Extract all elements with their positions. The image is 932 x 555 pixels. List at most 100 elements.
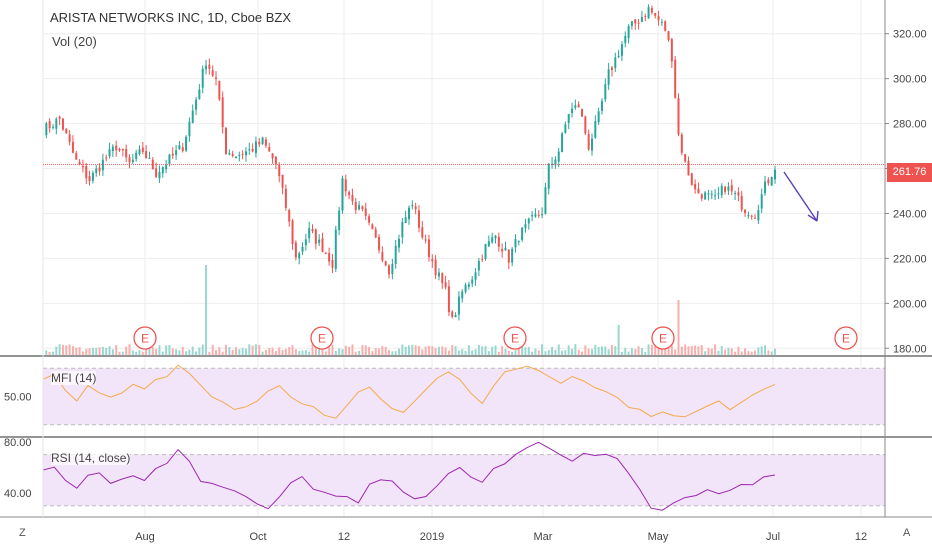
volume-bar [75, 347, 78, 355]
volume-bar [431, 346, 434, 355]
candle-body [574, 105, 577, 108]
volume-bar [198, 347, 201, 355]
auto-scale-button[interactable]: A [903, 527, 911, 539]
volume-bar [388, 349, 391, 355]
earnings-marker [310, 326, 334, 350]
volume-bar [511, 351, 514, 355]
volume-bar [744, 348, 747, 355]
candle-body [264, 139, 267, 146]
mfi-indicator-label: MFI (14) [51, 371, 97, 385]
candle-body [561, 133, 564, 152]
candle-body [457, 296, 460, 315]
candle-body [131, 159, 134, 163]
volume-bar [630, 348, 633, 355]
candle-body [740, 195, 743, 210]
volume-bar [647, 344, 650, 355]
candle-body [477, 261, 480, 271]
volume-bar [185, 351, 188, 355]
candle-body [484, 244, 487, 259]
candle-body [78, 161, 81, 165]
candle-body [567, 114, 570, 123]
candle-body [537, 214, 540, 216]
candle-body [650, 8, 653, 13]
candle-body [191, 110, 194, 123]
volume-bar [451, 344, 454, 355]
volume-bar [155, 348, 158, 355]
candle-body [610, 67, 613, 71]
volume-bar [308, 351, 311, 355]
candle-body [121, 149, 124, 151]
price-tick-label: 240.00 [893, 208, 927, 220]
candle-body [491, 237, 494, 243]
volume-bar [667, 346, 670, 355]
earnings-marker-label: E [318, 332, 326, 346]
volume-bar [707, 347, 710, 355]
volume-bar [604, 346, 607, 355]
candle-body [161, 167, 164, 174]
indicator-lines [42, 364, 776, 511]
candle-body [251, 148, 254, 152]
volume-bar [108, 346, 111, 355]
volume-bar [268, 347, 271, 355]
candle-body [368, 216, 371, 223]
volume-bar [620, 351, 623, 355]
volume-bar [657, 347, 660, 355]
chart-title: ARISTA NETWORKS INC, 1D, Cboe BZX [50, 10, 292, 25]
price-tick-label: 180.00 [893, 343, 927, 355]
volume-bar [95, 347, 98, 355]
volume-bar [408, 345, 410, 355]
candle-body [281, 174, 284, 188]
volume-bar [471, 350, 474, 355]
candle-body [294, 242, 297, 258]
volume-bar [547, 350, 550, 355]
timezone-corner-button[interactable]: Z [19, 527, 26, 539]
candle-body [268, 146, 271, 152]
earnings-marker-label: E [141, 332, 149, 346]
volume-bar [188, 349, 191, 355]
candle-body [228, 153, 231, 155]
volume-bar [684, 344, 687, 355]
volume-bar [394, 351, 397, 355]
candle-body [388, 265, 391, 275]
candle-body [717, 193, 720, 195]
volume-bar [571, 348, 574, 355]
volume-bar [600, 346, 603, 355]
trend-arrow-line [783, 171, 818, 222]
candle-body [764, 181, 767, 194]
earnings-marker [651, 326, 675, 350]
candle-body [258, 141, 261, 145]
volume-bar [324, 351, 327, 355]
candle-body [620, 44, 623, 56]
volume-bar [401, 344, 404, 355]
volume-bar [218, 347, 221, 355]
volume-bar [770, 351, 773, 355]
candle-body [141, 147, 144, 152]
candle-body [677, 98, 680, 135]
annotations [43, 164, 885, 222]
volume-bar [437, 346, 440, 355]
pane-frames [0, 0, 932, 518]
candle-body [750, 215, 753, 217]
time-tick-label: 12 [338, 531, 350, 543]
mfi-tick-label: 50.00 [4, 392, 32, 404]
candle-body [185, 136, 188, 151]
volume-bar [457, 350, 460, 355]
candle-body [597, 111, 600, 123]
volume-bar [740, 351, 743, 355]
candle-body [414, 206, 417, 210]
candle-body [404, 217, 407, 223]
candle-body [577, 104, 580, 108]
candle-body [81, 165, 84, 168]
candle-body [527, 218, 530, 224]
volume-bar [660, 347, 663, 355]
volume-bar [384, 346, 387, 355]
volume-bar [251, 345, 254, 355]
candle-body [730, 185, 733, 192]
volume-bar [750, 351, 753, 355]
candle-body [544, 187, 547, 214]
candle-body [710, 193, 713, 195]
volume-bar [135, 351, 138, 355]
volume-bar [264, 349, 267, 355]
